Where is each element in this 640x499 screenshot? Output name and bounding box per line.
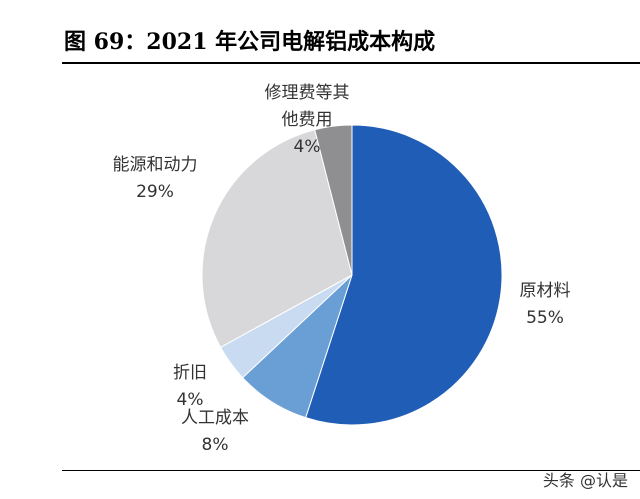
slice-label: 折旧 4% <box>160 360 220 414</box>
pie-slice <box>314 124 353 276</box>
chart-title: 图 69：2021 年公司电解铝成本构成 <box>64 29 436 55</box>
category: 修理费等其他费用 <box>264 83 350 130</box>
value-label: 8% <box>201 435 229 455</box>
category: 折旧 <box>173 363 207 383</box>
pie-slice <box>305 124 503 426</box>
footer-rule <box>62 470 640 471</box>
value-label: 4% <box>293 137 321 157</box>
slice-label: 原材料 55% <box>500 278 590 332</box>
category: 原材料 <box>519 281 571 301</box>
slice-label: 人工成本 8% <box>160 405 270 459</box>
value-label: 29% <box>136 182 174 202</box>
pie-slice <box>201 129 353 348</box>
value-label: 4% <box>176 390 204 410</box>
slice-label: 修理费等其他费用 4% <box>262 80 352 161</box>
title-rule <box>62 62 640 64</box>
category: 人工成本 <box>181 408 249 428</box>
value-label: 55% <box>526 308 564 328</box>
category: 能源和动力 <box>112 155 198 175</box>
watermark: 头条 @认是 <box>542 471 628 490</box>
slice-label: 能源和动力 29% <box>100 152 210 206</box>
